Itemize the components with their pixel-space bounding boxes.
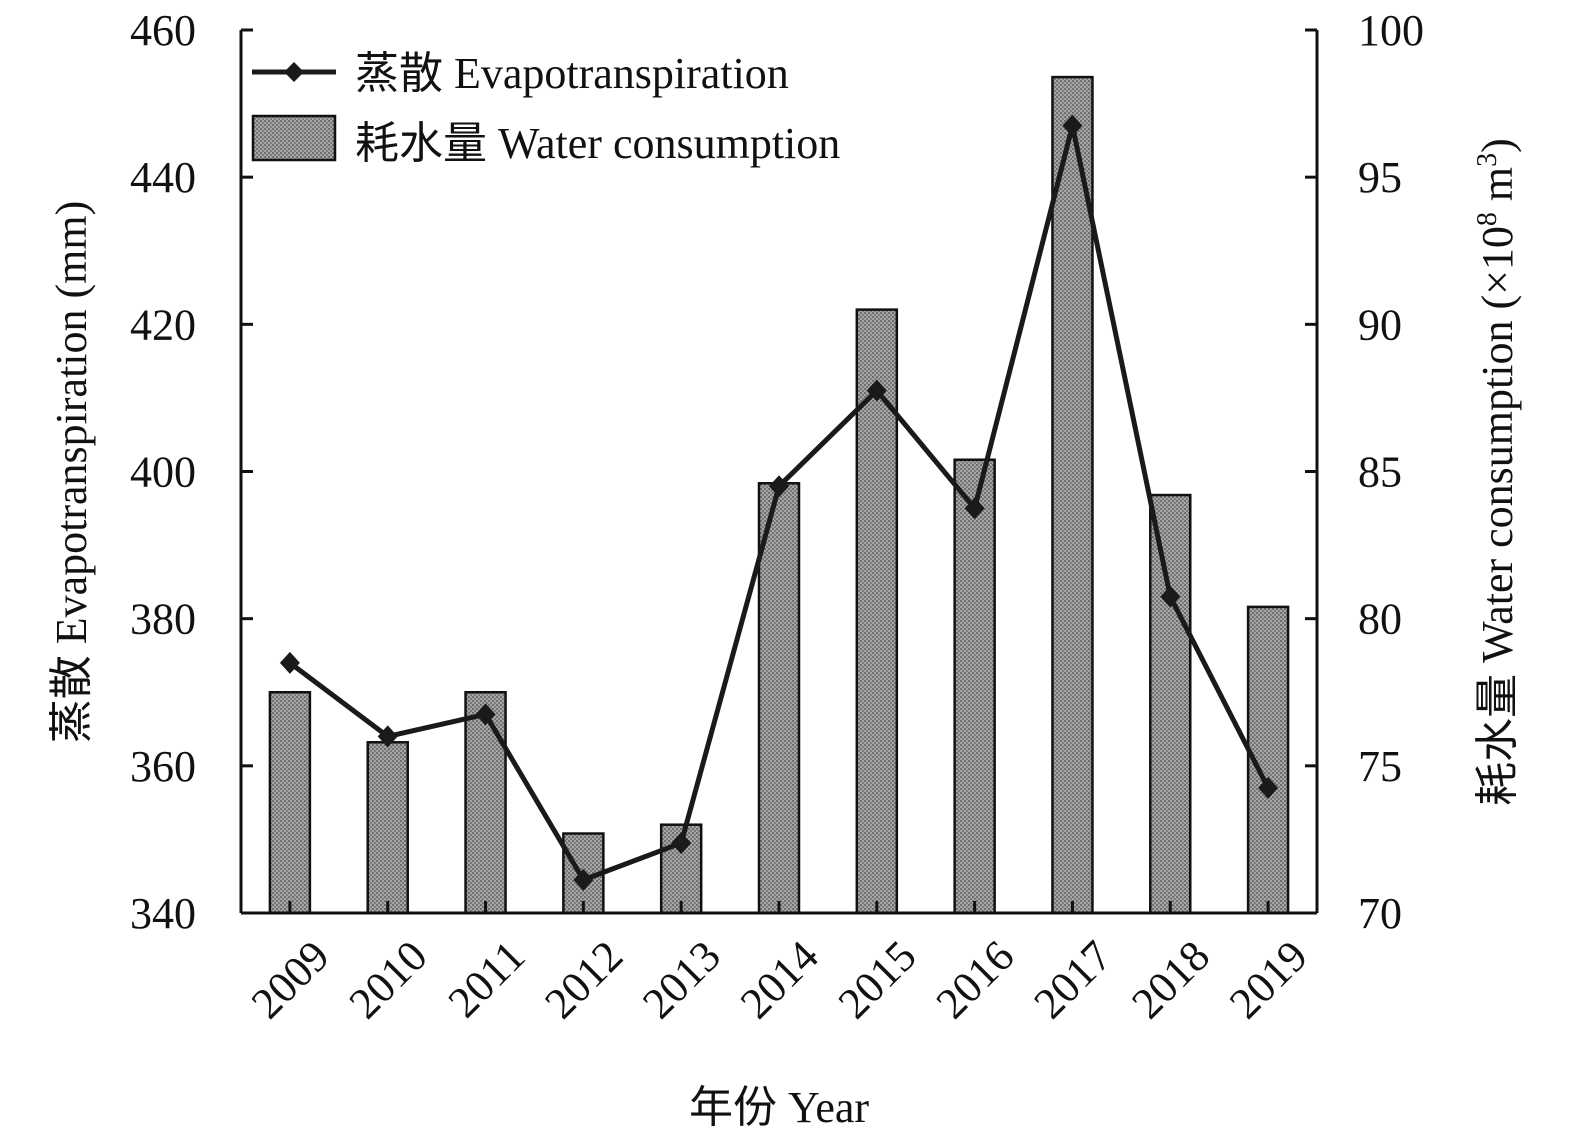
x-axis-ticks: 2009 2010 2011 2012 2013 2014 2015 2016 2017 2018… (242, 901, 1317, 1028)
point-2009 (279, 651, 300, 674)
right-axis-title-main: 耗水量 Water consumption (×10 (1473, 226, 1522, 806)
left-tick-label: 420 (130, 300, 196, 349)
x-tick-label: 2016 (927, 931, 1024, 1028)
right-tick-label: 95 (1358, 153, 1402, 202)
bar-2009 (268, 691, 312, 915)
right-axis-title-unit-exp: 3 (1472, 153, 1503, 167)
x-tick-label: 2009 (242, 931, 339, 1028)
legend-bar-swatch (251, 114, 337, 162)
x-tick-label: 2018 (1122, 931, 1219, 1028)
point-2010 (377, 725, 398, 748)
point-2015 (866, 379, 887, 402)
x-tick-label: 2011 (439, 931, 535, 1027)
bar-2011 (464, 691, 507, 915)
left-tick-label: 440 (130, 153, 196, 202)
right-axis-ticks: 70 75 80 85 90 95 100 (1305, 6, 1424, 938)
evapotranspiration-series (279, 114, 1279, 891)
point-2017 (1062, 114, 1083, 137)
bar-2018 (1149, 493, 1192, 915)
point-2014 (769, 475, 789, 498)
x-tick-label: 2012 (535, 931, 632, 1028)
legend-line-label: 蒸散 Evapotranspiration (355, 49, 789, 98)
x-tick-label: 2019 (1220, 931, 1317, 1028)
right-tick-label: 100 (1358, 6, 1424, 55)
bar-2010 (366, 741, 409, 915)
left-tick-label: 400 (130, 448, 196, 497)
legend-bar-label: 耗水量 Water consumption (355, 119, 840, 168)
bar-2014 (757, 482, 801, 915)
x-tick-label: 2014 (731, 931, 828, 1028)
point-2011 (475, 703, 496, 726)
point-2013 (671, 832, 692, 855)
right-tick-label: 85 (1358, 448, 1402, 497)
x-axis-title: 年份 Year (689, 1083, 869, 1132)
point-2012 (573, 868, 594, 891)
left-axis-title: 蒸散 Evapotranspiration (mm) (47, 201, 96, 744)
legend-diamond-marker (284, 62, 304, 82)
bar-2016 (953, 458, 996, 915)
right-tick-label: 80 (1358, 595, 1402, 644)
x-tick-label: 2013 (633, 931, 730, 1028)
x-tick-label: 2010 (340, 931, 437, 1028)
right-tick-label: 75 (1358, 742, 1402, 791)
right-tick-label: 70 (1358, 889, 1402, 938)
left-tick-label: 360 (130, 742, 196, 791)
legend: 蒸散 Evapotranspiration 耗水量 Water consumpt… (251, 49, 840, 168)
right-axis-title: 耗水量 Water consumption (×108 m3) (1472, 138, 1522, 806)
point-2016 (964, 497, 985, 520)
left-axis-ticks: 340 360 380 400 420 440 460 (130, 6, 253, 938)
x-tick-label: 2015 (829, 931, 926, 1028)
right-axis-title-close: ) (1473, 138, 1522, 153)
x-tick-label: 2017 (1024, 931, 1121, 1028)
right-axis-title-unit: m (1473, 167, 1522, 212)
left-tick-label: 460 (130, 6, 196, 55)
point-2019 (1258, 776, 1279, 799)
point-2018 (1160, 585, 1181, 608)
left-tick-label: 340 (130, 889, 196, 938)
right-axis-title-exp: 8 (1472, 212, 1503, 226)
right-tick-label: 90 (1358, 300, 1402, 349)
left-tick-label: 380 (130, 595, 196, 644)
